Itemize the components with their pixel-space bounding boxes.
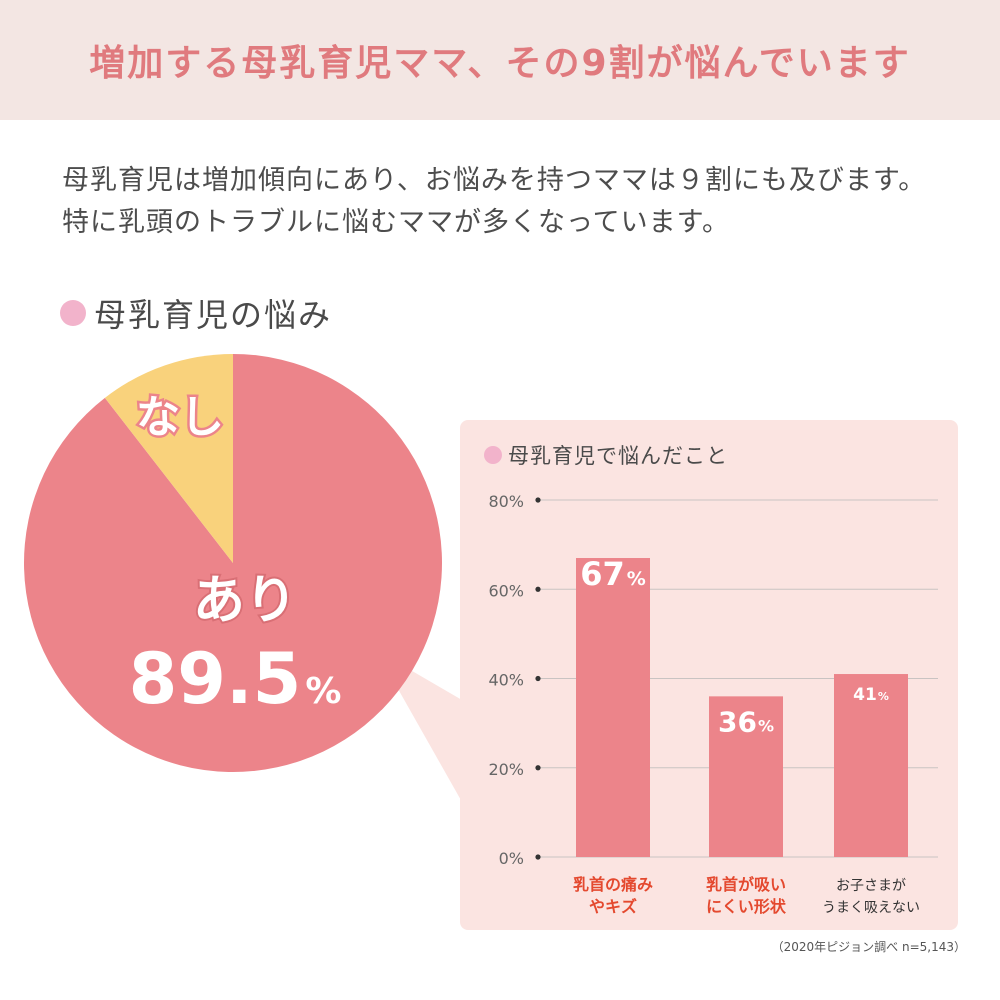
bar-chart-heading: 母乳育児で悩んだこと xyxy=(484,440,728,470)
intro-line-1: 母乳育児は増加傾向にあり、お悩みを持つママは９割にも及びます。 xyxy=(62,165,927,196)
tick-dot xyxy=(535,586,541,592)
bullet-dot-icon xyxy=(60,300,86,326)
pie-slice-nashi xyxy=(104,354,233,563)
source-note: （2020年ピジョン調べ n=5,143） xyxy=(771,940,966,954)
pie-label-nashi: なし xyxy=(136,392,224,443)
bar xyxy=(576,558,650,857)
header-band: 増加する母乳育児ママ、その9割が悩んでいます xyxy=(0,0,1000,120)
bar-value-label: 36% xyxy=(718,705,774,738)
intro-text: 母乳育児は増加傾向にあり、お悩みを持つママは９割にも及びます。 特に乳頭のトラブ… xyxy=(62,160,962,244)
tick-dot xyxy=(535,675,541,682)
bar-chart: 0% 20% 40% 60% 80% 67 % 乳首の痛みやキズ 36% 乳首が吸いにくい形状 41… xyxy=(488,492,938,916)
y-tick-label: 40% xyxy=(488,671,524,690)
y-tick-label: 0% xyxy=(499,849,524,868)
intro-line-2: 特に乳頭のトラブルに悩むママが多くなっています。 xyxy=(62,207,730,238)
y-tick-label: 80% xyxy=(488,492,524,511)
pie-slice-ari xyxy=(23,354,443,773)
pie-value-ari: 89.5% xyxy=(129,638,342,720)
section-heading-text: 母乳育児の悩み xyxy=(94,296,333,334)
tick-dot xyxy=(535,854,541,860)
bar xyxy=(834,674,908,857)
y-tick-label: 20% xyxy=(488,760,524,779)
y-tick-label: 60% xyxy=(488,581,524,600)
bar-chart-panel: 0% 20% 40% 60% 80% 67% 乳首の痛みやキズ 36% 乳首が吸いにくい形状 41… xyxy=(460,420,958,930)
bar xyxy=(709,696,783,857)
bar-chart-title: 母乳育児で悩んだこと xyxy=(508,444,728,468)
tick-dot xyxy=(535,765,541,771)
bar-value-label: 67% xyxy=(580,555,646,593)
category-label: お子さまがうまく吸えない xyxy=(822,878,920,916)
pie-label-ari: あり xyxy=(193,571,297,631)
bullet-dot-icon xyxy=(484,446,502,464)
bar-value-label: 41% xyxy=(853,685,889,705)
category-label: 乳首が吸いにくい形状 xyxy=(706,875,787,916)
category-label: 乳首の痛みやキズ xyxy=(573,875,653,916)
section-heading: 母乳育児の悩み xyxy=(60,290,332,336)
tick-dot xyxy=(535,497,541,503)
page-title: 増加する母乳育児ママ、その9割が悩んでいます xyxy=(89,43,911,84)
